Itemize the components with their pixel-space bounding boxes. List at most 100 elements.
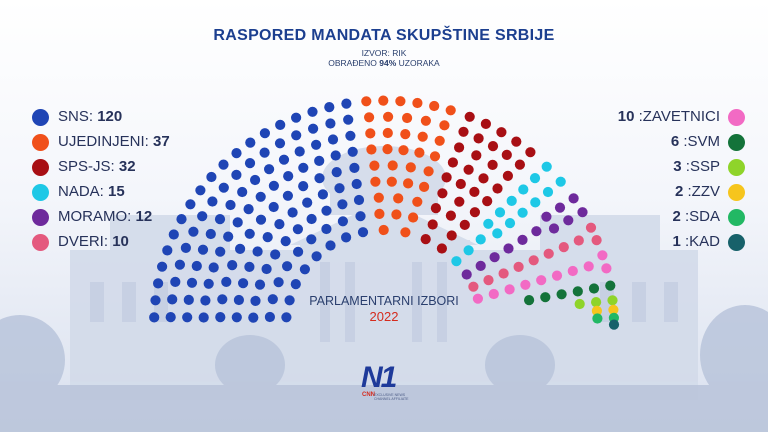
seat-sns <box>185 199 196 210</box>
seat-moramo <box>554 202 566 213</box>
seat-sns <box>157 261 168 272</box>
seat-moramo <box>489 252 500 263</box>
seat-ujedinjeni <box>402 112 413 124</box>
legend-dot-ujedinjeni <box>32 134 49 151</box>
seat-moramo <box>563 215 574 226</box>
seat-sns <box>291 112 302 123</box>
seat-sns <box>290 279 301 290</box>
seat-sns <box>355 211 366 222</box>
seat-zavetnici <box>597 250 608 261</box>
seat-nada <box>555 176 566 187</box>
legend-label-sda: :SDA <box>680 208 720 225</box>
seat-moramo <box>577 207 588 218</box>
seat-sns <box>215 246 226 257</box>
legend-value-moramo: 12 <box>135 208 153 225</box>
seat-sns <box>231 169 242 180</box>
seat-sns <box>227 260 238 271</box>
chart-title: RASPORED MANDATA SKUPŠTINE SRBIJE <box>213 27 555 44</box>
seat-sns <box>343 114 354 125</box>
seat-ujedinjeni <box>374 208 385 219</box>
seat-sns <box>311 139 322 150</box>
seat-ujedinjeni <box>395 96 406 107</box>
seat-sns <box>225 199 236 211</box>
election-label: PARLAMENTARNI IZBORI <box>309 294 459 308</box>
seat-moramo <box>461 269 472 280</box>
seat-sda <box>592 313 603 324</box>
seat-sps-js <box>511 136 522 147</box>
seat-dveri <box>558 242 569 253</box>
legend-dot-zzv <box>728 184 745 201</box>
cnn-logo: CNN <box>362 392 375 398</box>
seat-sns <box>231 148 242 159</box>
seat-ujedinjeni <box>439 120 450 131</box>
seat-moramo <box>548 223 560 234</box>
seat-zavetnici <box>472 293 483 304</box>
seat-sns <box>218 159 229 170</box>
seat-sns <box>245 137 256 148</box>
seat-dveri <box>468 281 479 292</box>
seat-ujedinjeni <box>382 144 393 155</box>
legend-value-dveri: 10 <box>112 233 129 250</box>
seat-sps-js <box>469 207 480 218</box>
seat-nada <box>529 173 541 184</box>
seat-ujedinjeni <box>383 111 394 122</box>
seat-sns <box>274 219 285 230</box>
seat-sns <box>270 249 281 260</box>
seat-dveri <box>483 275 494 286</box>
seat-ujedinjeni <box>361 96 372 107</box>
seat-nada <box>463 245 474 256</box>
n1-logo-mark: N1 <box>361 361 397 394</box>
seat-sns <box>268 201 279 213</box>
seat-zavetnici <box>551 270 563 281</box>
seat-ujedinjeni <box>400 129 411 140</box>
seat-nada <box>494 207 506 218</box>
seat-sns <box>208 262 219 273</box>
seat-nada <box>504 218 516 229</box>
seat-ujedinjeni <box>419 181 430 192</box>
seat-nada <box>518 184 529 195</box>
seat-sns <box>357 227 369 238</box>
seat-moramo <box>541 211 552 222</box>
seat-sns <box>330 150 341 161</box>
seat-sns <box>331 167 342 178</box>
legend-value-ssp: 3 <box>673 158 682 175</box>
seat-sps-js <box>441 172 452 183</box>
legend-value-zavetnici: 10 <box>617 108 635 125</box>
seat-sns <box>170 276 181 287</box>
processed-percent: 94% <box>379 58 397 68</box>
seat-zavetnici <box>601 263 612 274</box>
seat-sns <box>317 189 328 200</box>
legend-dot-moramo <box>32 209 49 226</box>
seat-sns <box>327 134 339 145</box>
seat-sns <box>176 214 187 225</box>
processed-note: OBRAĐENO 94% UZORAKA <box>328 58 440 68</box>
seat-sps-js <box>525 147 536 158</box>
seat-ujedinjeni <box>414 147 425 158</box>
seat-zavetnici <box>520 279 531 290</box>
seat-sns <box>321 223 332 235</box>
seat-sps-js <box>436 243 447 254</box>
seat-sns <box>306 234 317 245</box>
seat-sns <box>167 294 178 305</box>
seat-ujedinjeni <box>423 166 434 177</box>
legend-label-kad: :KAD <box>680 233 720 250</box>
seat-sps-js <box>469 186 480 197</box>
seat-sns <box>232 217 243 228</box>
seat-sns <box>324 102 335 113</box>
seat-nada <box>475 234 486 245</box>
seat-ujedinjeni <box>412 97 423 109</box>
seat-nada <box>506 195 517 206</box>
seat-sps-js <box>437 188 448 199</box>
seat-sns <box>238 278 249 289</box>
seat-sns <box>282 261 293 272</box>
seat-ssp <box>591 297 602 308</box>
seat-nada <box>542 186 554 198</box>
seat-sns <box>180 242 191 253</box>
seat-sns <box>349 162 360 173</box>
seat-ujedinjeni <box>378 95 389 106</box>
seat-zavetnici <box>504 284 515 295</box>
seat-sns <box>233 294 244 306</box>
seat-sns <box>281 312 292 323</box>
seat-ssp <box>607 295 618 306</box>
seat-ujedinjeni <box>378 224 389 236</box>
